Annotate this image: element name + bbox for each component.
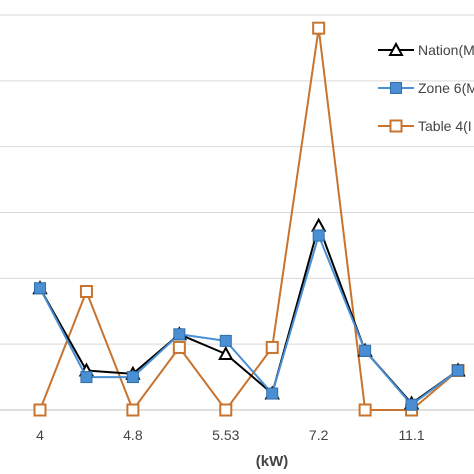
data-point bbox=[219, 334, 232, 347]
data-point bbox=[80, 371, 93, 384]
data-point bbox=[218, 345, 234, 361]
legend-marker bbox=[389, 119, 403, 133]
legend-item: Zone 6(M bbox=[378, 80, 474, 96]
x-tick-label: 4.8 bbox=[123, 427, 143, 443]
x-tick-label: 5.53 bbox=[212, 427, 239, 443]
legend-marker bbox=[390, 82, 402, 94]
data-point bbox=[312, 229, 325, 242]
legend-item: Table 4(I bbox=[378, 118, 472, 134]
data-point bbox=[310, 217, 327, 232]
legend-label: Zone 6(M bbox=[418, 80, 474, 96]
data-point bbox=[358, 403, 372, 417]
data-point bbox=[452, 364, 464, 377]
data-point bbox=[34, 282, 46, 295]
data-point bbox=[172, 340, 186, 354]
legend-label: Nation(M bbox=[418, 42, 474, 58]
x-axis-tick-labels: 4 4.8 5.53 7.2 11.1 bbox=[36, 427, 425, 443]
data-point bbox=[312, 21, 326, 35]
data-point bbox=[266, 387, 279, 400]
legend-label: Table 4(I bbox=[418, 118, 472, 134]
gridlines bbox=[0, 14, 474, 411]
x-tick-label: 4 bbox=[36, 427, 44, 443]
series-2 bbox=[34, 229, 464, 411]
x-tick-label: 11.1 bbox=[398, 427, 424, 443]
legend-marker bbox=[388, 41, 404, 56]
series-layer bbox=[32, 21, 466, 417]
data-point bbox=[126, 403, 140, 417]
data-point bbox=[405, 398, 418, 411]
x-tick-label: 7.2 bbox=[309, 427, 329, 443]
data-point bbox=[126, 371, 139, 384]
series-line bbox=[39, 27, 459, 411]
data-point bbox=[219, 403, 233, 417]
legend: Nation(M Zone 6(M Table 4(I bbox=[378, 41, 474, 134]
data-point bbox=[265, 340, 279, 354]
series-3 bbox=[33, 21, 465, 417]
series-line bbox=[39, 234, 459, 406]
data-point bbox=[359, 344, 372, 357]
data-point bbox=[33, 403, 47, 417]
data-point bbox=[79, 285, 93, 298]
data-point bbox=[173, 328, 186, 341]
legend-item: Nation(M bbox=[378, 41, 474, 58]
x-axis-title: (kW) bbox=[256, 453, 289, 470]
